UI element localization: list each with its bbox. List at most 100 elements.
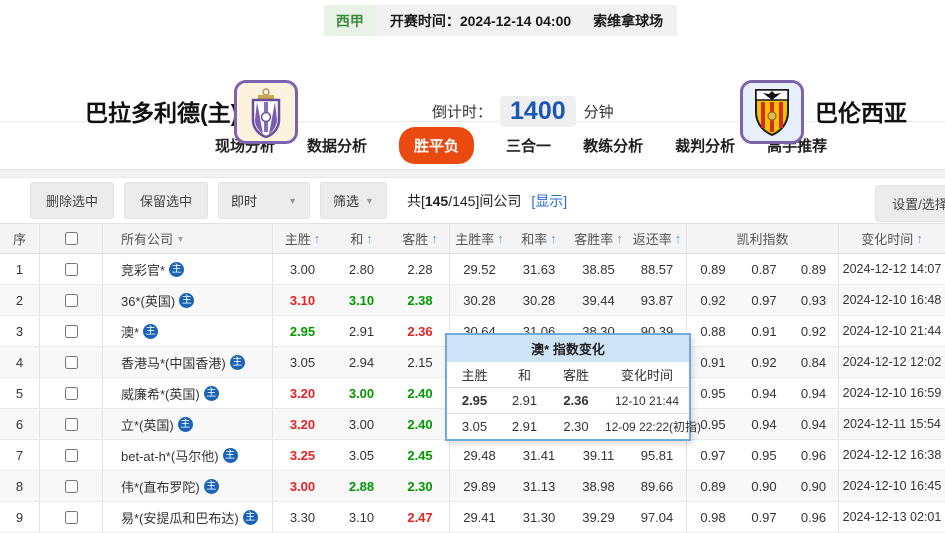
popup-title: 澳* 指数变化 [447, 335, 689, 362]
row-checkbox[interactable] [64, 448, 78, 462]
odds-change-popup: 澳* 指数变化 主胜 和 客胜 变化时间 2.95 2.91 2.36 12-10 21:4… [445, 333, 701, 441]
sort-up-icon: ↑ [497, 231, 504, 246]
table-row: 8 伟*(直布罗陀) 主 3.00 2.88 2.30 29.89 31.13 38.98 89.… [0, 471, 945, 502]
company-cell[interactable]: 香港马*(中国香港) 主 [103, 347, 273, 377]
row-checkbox[interactable] [64, 293, 78, 307]
row-checkbox-cell [40, 378, 103, 408]
company-cell[interactable]: 伟*(直布罗陀) 主 [103, 471, 273, 501]
delete-selected-button[interactable]: 删除选中 [30, 182, 115, 219]
table-row: 2 36*(英国) 主 3.10 3.10 2.38 30.28 30.28 39.44 93.8… [0, 285, 945, 316]
company-cell[interactable]: 威廉希*(英国) 主 [103, 378, 273, 408]
odds-table-body: 1 竞彩官* 主 3.00 2.80 2.28 29.52 31.63 38.85 88.57 0.… [0, 254, 945, 533]
show-link[interactable]: [显示] [531, 192, 568, 209]
row-seq: 3 [0, 316, 40, 346]
keep-selected-button[interactable]: 保留选中 [124, 182, 209, 219]
popup-header: 主胜 和 客胜 变化时间 [447, 362, 689, 387]
row-checkbox-cell [40, 471, 103, 501]
row-checkbox-cell [40, 347, 103, 377]
col-change-time[interactable]: 变化时间 ↑ [861, 231, 923, 247]
kelly-1: 0.89 [700, 478, 726, 494]
col-company[interactable]: 所有公司 ▼ [103, 224, 273, 253]
time-mode-select[interactable]: 即时 ▼ [218, 182, 311, 219]
home-rate: 29.48 [463, 447, 496, 463]
row-checkbox[interactable] [64, 417, 78, 431]
away-rate: 38.85 [582, 261, 615, 277]
tab-数据分析[interactable]: 数据分析 [307, 138, 368, 155]
league-badge: 西甲 [323, 5, 376, 37]
countdown-label: 倒计时： [432, 104, 493, 121]
row-checkbox[interactable] [64, 386, 78, 400]
row-checkbox[interactable] [64, 510, 78, 524]
away-rate: 39.44 [582, 292, 615, 308]
filter-dropdown[interactable]: 筛选 ▼ [320, 182, 387, 219]
draw-rate: 31.13 [522, 478, 556, 494]
tab-教练分析[interactable]: 教练分析 [583, 138, 644, 155]
kelly-2: 0.94 [751, 385, 777, 401]
row-checkbox-cell [40, 285, 103, 315]
company-cell[interactable]: 立*(英国) 主 [103, 409, 273, 439]
main-company-badge-icon: 主 [222, 447, 238, 463]
company-cell[interactable]: 易*(安提瓜和巴布达) 主 [103, 502, 273, 532]
home-odds: 3.00 [289, 261, 316, 277]
col-home-odds[interactable]: 主胜 ↑ [284, 231, 321, 247]
filter-label: 筛选 [333, 194, 360, 209]
row-checkbox[interactable] [64, 479, 78, 493]
draw-odds: 2.91 [348, 323, 375, 339]
analysis-tabs: 现场分析 数据分析 胜平负 三合一 教练分析 裁判分析 高手推荐 [0, 122, 945, 169]
row-checkbox-cell [40, 409, 103, 439]
section-divider [0, 169, 945, 178]
table-row: 3 澳* 主 2.95 2.91 2.36 30.64 31.06 38.30 90.39 0.88… [0, 316, 945, 347]
table-row: 5 威廉希*(英国) 主 3.20 3.00 2.40 0.95 0.94 0.94 2024-1… [0, 378, 945, 409]
kelly-3: 0.84 [789, 347, 839, 377]
kelly-3: 0.92 [789, 316, 839, 346]
countdown: 倒计时： 1400 分钟 [432, 96, 614, 127]
kelly-1: 0.89 [700, 261, 726, 277]
main-company-badge-icon: 主 [143, 323, 159, 339]
table-toolbar: 删除选中 保留选中 即时 ▼ 筛选 ▼ 共[145/145]间公司 [显示] 设… [0, 178, 945, 223]
col-away-rate[interactable]: 客胜率 ↑ [574, 231, 623, 247]
company-cell[interactable]: 竞彩官* 主 [103, 254, 273, 284]
kelly-1: 0.98 [700, 509, 726, 525]
away-rate: 39.11 [582, 447, 615, 463]
draw-odds: 2.88 [348, 478, 375, 494]
tab-裁判分析[interactable]: 裁判分析 [675, 138, 736, 155]
tab-胜平负[interactable]: 胜平负 [399, 127, 475, 164]
col-away-odds[interactable]: 客胜 ↑ [391, 224, 450, 253]
popup-away-odds: 2.30 [563, 419, 589, 434]
popup-home-odds: 3.05 [461, 419, 488, 434]
popup-col-0: 主胜 [461, 368, 488, 383]
company-name: 香港马*(中国香港) [121, 355, 226, 371]
col-home-rate[interactable]: 主胜率 ↑ [455, 231, 504, 247]
company-cell[interactable]: bet-at-h*(马尔他) 主 [103, 440, 273, 470]
company-name: 威廉希*(英国) [121, 386, 200, 402]
popup-col-1: 和 [517, 368, 531, 383]
company-cell[interactable]: 36*(英国) 主 [103, 285, 273, 315]
draw-rate: 31.41 [522, 447, 556, 463]
chevron-down-icon: ▼ [365, 195, 374, 206]
select-all-checkbox[interactable] [64, 232, 78, 245]
countdown-unit: 分钟 [583, 104, 614, 121]
home-odds: 3.00 [289, 478, 316, 494]
kelly-2: 0.90 [751, 478, 777, 494]
col-draw-rate[interactable]: 和率 ↑ [521, 231, 557, 247]
row-checkbox[interactable] [64, 355, 78, 369]
company-cell[interactable]: 澳* 主 [103, 316, 273, 346]
select-all-checkbox-cell [40, 224, 103, 253]
away-odds: 2.40 [391, 409, 450, 439]
col-draw-odds[interactable]: 和 ↑ [350, 231, 373, 247]
tab-三合一[interactable]: 三合一 [506, 138, 552, 155]
row-checkbox[interactable] [64, 324, 78, 338]
popup-rows: 2.95 2.91 2.36 12-10 21:44 3.05 2.91 2.30 12-09… [447, 387, 701, 439]
col-seq: 序 [0, 224, 40, 253]
col-return-rate[interactable]: 返还率 ↑ [628, 224, 687, 253]
home-rate: 30.28 [463, 292, 496, 308]
away-odds: 2.28 [391, 254, 450, 284]
popup-col-2: 客胜 [562, 368, 589, 383]
away-odds: 2.40 [391, 378, 450, 408]
settings-button[interactable]: 设置/选择 [875, 185, 945, 222]
row-checkbox[interactable] [64, 262, 78, 276]
home-odds: 3.20 [289, 416, 316, 432]
company-name: bet-at-h*(马尔他) [121, 448, 219, 464]
row-seq: 6 [0, 409, 40, 439]
away-odds: 2.38 [391, 285, 450, 315]
